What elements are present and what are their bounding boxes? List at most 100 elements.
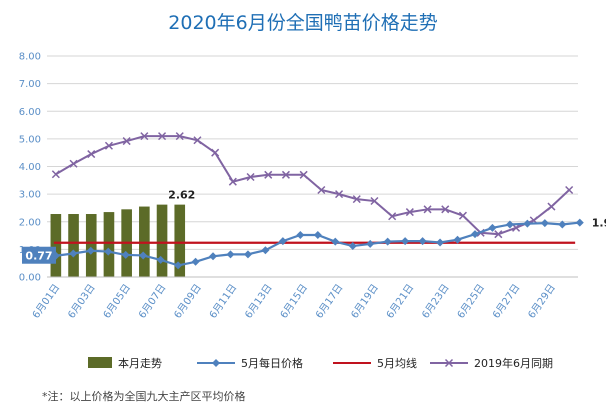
x-tick-label: 6月15日 (278, 282, 310, 321)
x-tick-label: 6月03日 (65, 282, 97, 321)
x-marker-stroke (299, 170, 308, 179)
annotations: 2.62 0.77 1.97 (22, 189, 606, 264)
diamond-marker (174, 261, 183, 270)
x-tick-label: 6月21日 (384, 282, 416, 321)
footnote: *注：以上价格为全国九大主产区平均价格 (42, 389, 246, 403)
diamond-marker (418, 237, 427, 246)
x-marker (51, 170, 60, 179)
x-tick-label: 6月09日 (172, 282, 204, 321)
diamond-marker (348, 242, 357, 251)
x-marker-stroke (512, 223, 521, 232)
x-marker (104, 141, 113, 150)
x-marker-stroke (281, 170, 290, 179)
x-marker (335, 190, 344, 199)
diamond-marker (331, 237, 340, 246)
x-marker-stroke (441, 205, 450, 214)
diamond-marker (366, 239, 375, 248)
x-marker-stroke (158, 132, 167, 141)
y-tick-label: 0.00 (19, 273, 41, 284)
diamond-marker (261, 246, 270, 255)
x-marker (512, 223, 521, 232)
x-marker (299, 170, 308, 179)
x-marker-stroke (140, 132, 149, 141)
legend-label: 本月走势 (118, 356, 162, 370)
x-marker (547, 202, 556, 211)
diamond-marker (470, 230, 479, 239)
diamond-marker (523, 219, 532, 228)
bar-series (50, 204, 186, 277)
legend-label: 5月均线 (377, 356, 417, 370)
bar (50, 214, 62, 277)
x-marker (565, 185, 574, 195)
diamond-marker (121, 250, 130, 259)
x-marker (122, 137, 131, 146)
diamond-marker (401, 237, 410, 246)
x-marker-stroke (193, 136, 202, 145)
legend-marker (212, 359, 220, 367)
x-marker (140, 132, 149, 141)
x-tick-label: 6月25日 (455, 282, 487, 321)
diamond-marker (540, 219, 549, 228)
x-marker (228, 177, 237, 186)
diamond-marker (488, 223, 497, 232)
line-may-daily (55, 221, 580, 267)
x-marker-stroke (565, 185, 574, 195)
diamond-marker (278, 237, 287, 246)
legend-item: 本月走势 (88, 356, 162, 370)
x-marker (494, 230, 503, 239)
x-marker-stroke (104, 141, 113, 150)
diamond-marker (209, 252, 218, 261)
x-marker-stroke (211, 148, 220, 157)
diamond-marker (505, 220, 514, 229)
diamond-marker (86, 246, 95, 255)
bar (68, 214, 79, 277)
bar (156, 204, 168, 277)
x-tick-label: 6月19日 (349, 282, 381, 321)
x-marker (87, 150, 96, 159)
x-tick-label: 6月27日 (490, 282, 522, 321)
x-marker (69, 159, 78, 168)
x-marker (317, 185, 326, 195)
legend-swatch (88, 357, 112, 368)
diamond-marker (139, 251, 148, 260)
x-marker-stroke (405, 208, 414, 217)
bar-data-label: 2.62 (168, 189, 195, 202)
x-marker-stroke (352, 195, 361, 204)
x-marker (458, 211, 467, 220)
x-marker-stroke (494, 230, 503, 239)
x-marker-stroke (458, 211, 467, 220)
y-tick-label: 6.00 (19, 107, 41, 118)
bar (85, 214, 97, 277)
y-tick-label: 4.00 (19, 162, 41, 173)
legend-label: 2019年6月同期 (474, 356, 553, 370)
x-marker-stroke (69, 159, 78, 168)
x-marker (246, 172, 255, 182)
x-marker (405, 208, 414, 217)
x-marker (423, 205, 432, 214)
bar (174, 204, 186, 277)
bar (103, 212, 115, 277)
x-marker (441, 205, 450, 214)
diamond-marker (296, 231, 305, 240)
x-marker (158, 132, 167, 141)
legend-item: 2019年6月同期 (430, 356, 553, 370)
y-tick-label: 5.00 (19, 134, 41, 145)
x-marker-stroke (423, 205, 432, 214)
x-tick-label: 6月23日 (419, 282, 451, 321)
diamond-marker (383, 237, 392, 246)
legend-item: 5月均线 (333, 356, 417, 370)
x-marker (193, 136, 202, 145)
x-tick-label: 6月01日 (30, 282, 62, 321)
diamond-marker (243, 250, 252, 259)
x-marker-stroke (335, 190, 344, 199)
diamond-marker (191, 257, 200, 266)
x-tick-label: 6月05日 (101, 282, 133, 321)
diamond-marker (313, 231, 322, 240)
x-marker-stroke (264, 170, 273, 179)
diamond-marker (104, 247, 113, 256)
x-marker (388, 212, 397, 221)
x-tick-label: 6月11日 (207, 282, 239, 321)
x-marker-stroke (388, 212, 397, 221)
legend-marker (444, 358, 454, 368)
